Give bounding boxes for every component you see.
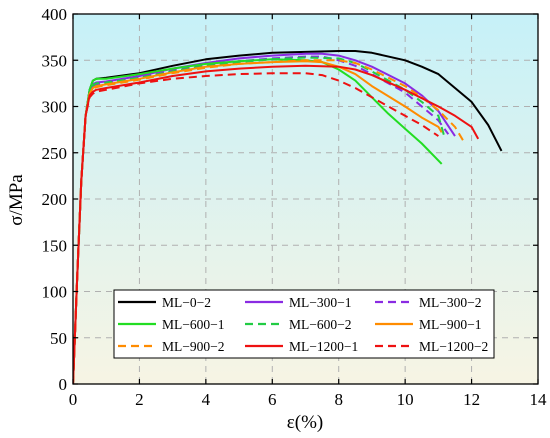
legend-box [113, 289, 495, 359]
y-tick-label: 150 [42, 236, 68, 255]
y-axis-label: σ/MPa [6, 174, 27, 226]
y-tick-label: 400 [42, 5, 68, 24]
x-tick-label: 6 [268, 390, 277, 409]
y-tick-label: 0 [59, 375, 68, 394]
legend-label: ML−1200−2 [419, 339, 488, 354]
x-tick-label: 10 [397, 390, 414, 409]
legend: ML−0−2 ML−300−1 ML−300−2 ML−600−1 ML−600−2 ML… [113, 289, 495, 359]
legend-label: ML−300−1 [289, 295, 351, 310]
legend-label: ML−600−1 [162, 317, 224, 332]
x-tick-label: 0 [69, 390, 78, 409]
x-axis-label: ε(%) [287, 412, 323, 433]
y-tick-label: 50 [50, 329, 67, 348]
legend-label: ML−1200−1 [289, 339, 358, 354]
x-tick-label: 4 [202, 390, 211, 409]
x-tick-label: 14 [530, 390, 548, 409]
legend-label: ML−300−2 [419, 295, 481, 310]
legend-label: ML−0−2 [162, 295, 211, 310]
series-layer [73, 50, 503, 384]
y-tick-label: 200 [42, 190, 68, 209]
legend-label: ML−900−1 [419, 317, 481, 332]
y-tick-label: 250 [42, 144, 68, 163]
y-tick-label: 100 [42, 283, 68, 302]
x-tick-label: 2 [135, 390, 144, 409]
y-tick-label: 350 [42, 51, 68, 70]
legend-label: ML−900−2 [162, 339, 224, 354]
axis-ticks: 0 2 4 6 8 10 12 14 0 50 100 150 200 250 300 350 400 [42, 5, 548, 409]
x-tick-label: 12 [463, 390, 480, 409]
series-line [73, 72, 439, 384]
legend-label: ML−600−2 [289, 317, 351, 332]
y-tick-label: 300 [42, 98, 68, 117]
x-tick-label: 8 [334, 390, 343, 409]
